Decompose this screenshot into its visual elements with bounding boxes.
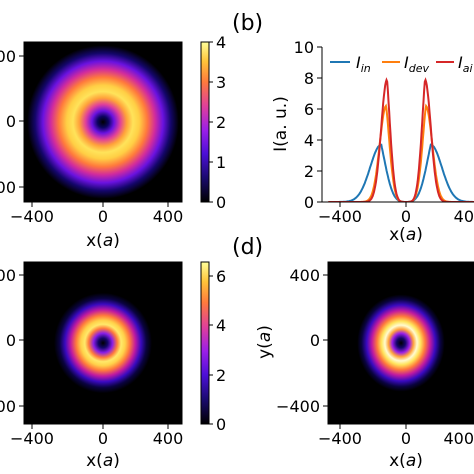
heatmap-d-ylabel: y(a) xyxy=(255,325,275,359)
heatmap-d-y-ticks: 400 0 −400 xyxy=(276,266,328,416)
line-b-legend: Iin Idev Iai xyxy=(330,53,473,75)
line-b-ylabel: I(a. u.) xyxy=(271,96,291,152)
line-b-series-group xyxy=(328,77,474,202)
colorbar-a-gradient xyxy=(201,42,209,202)
y-tick-label: −400 xyxy=(0,178,16,197)
x-tick-label: 400 xyxy=(443,429,474,448)
heatmap-a-image xyxy=(24,42,182,202)
legend-label-ai: Iai xyxy=(458,53,473,75)
x-tick-label: 0 xyxy=(98,429,108,448)
heatmap-c-y-ticks: 400 0 −400 xyxy=(0,266,24,416)
series-line-ai xyxy=(328,77,474,202)
y-tick-label: 10 xyxy=(294,38,314,57)
y-tick-label: 400 xyxy=(0,47,16,66)
colorbar-c: 6 4 2 0 xyxy=(200,261,226,434)
y-tick-label: −400 xyxy=(0,397,16,416)
y-tick-label: 8 xyxy=(304,69,314,88)
colorbar-tick-label: 3 xyxy=(216,73,226,92)
colorbar-c-frame xyxy=(200,261,210,425)
y-tick-label: 2 xyxy=(304,162,314,181)
y-tick-label: 0 xyxy=(6,112,16,131)
heatmap-a-y-ticks: 400 0 −400 xyxy=(0,47,24,197)
heatmap-d-xlabel: x(a) xyxy=(389,451,423,471)
heatmap-c-image xyxy=(24,262,182,424)
series-line-dev xyxy=(328,103,474,202)
panel-c: −400 0 400 400 0 −400 x(a) 6 4 2 0 xyxy=(0,261,226,471)
heatmap-a-xlabel: x(a) xyxy=(86,231,120,251)
heatmap-c-x-ticks: −400 0 400 xyxy=(10,424,183,448)
x-tick-label: 400 xyxy=(153,207,184,226)
panel-a: −400 0 400 400 0 −400 x(a) 4 3 2 1 0 xyxy=(0,33,226,251)
colorbar-tick-label: 0 xyxy=(216,415,226,434)
series-line-in xyxy=(328,143,474,202)
y-tick-label: 6 xyxy=(304,100,314,119)
colorbar-tick-label: 4 xyxy=(216,316,226,335)
panel-label-d: (d) xyxy=(232,235,263,260)
colorbar-tick-label: 4 xyxy=(216,33,226,52)
y-tick-label: 4 xyxy=(304,131,314,150)
line-b-y-ticks: 10 8 6 4 2 0 xyxy=(294,38,322,212)
line-b-xlabel: x(a) xyxy=(389,225,423,245)
y-tick-label: 0 xyxy=(304,193,314,212)
colorbar-tick-label: 0 xyxy=(216,193,226,212)
heatmap-c-xlabel: x(a) xyxy=(86,451,120,471)
heatmap-d-x-ticks: −400 0 400 xyxy=(318,424,474,448)
heatmap-d-image xyxy=(328,262,474,424)
y-tick-label: 400 xyxy=(0,266,16,285)
heatmap-d-frame xyxy=(327,261,474,425)
legend-label-dev: Idev xyxy=(404,53,429,75)
x-tick-label: 0 xyxy=(401,207,411,226)
x-tick-label: 40 xyxy=(454,207,474,226)
y-tick-label: 400 xyxy=(289,266,320,285)
heatmap-a-x-ticks: −400 0 400 xyxy=(10,202,183,226)
panel-b: (b) I(a. u.) 10 8 6 4 2 0 −400 0 40 x(a) xyxy=(232,11,474,245)
line-b-x-ticks: −400 0 40 xyxy=(318,202,474,226)
colorbar-tick-label: 1 xyxy=(216,153,226,172)
colorbar-c-gradient xyxy=(201,262,209,424)
y-tick-label: −400 xyxy=(276,397,320,416)
x-tick-label: −400 xyxy=(10,207,54,226)
y-tick-label: 0 xyxy=(6,331,16,350)
y-tick-label: 0 xyxy=(310,331,320,350)
x-tick-label: −400 xyxy=(318,207,362,226)
x-tick-label: −400 xyxy=(318,429,362,448)
colorbar-a: 4 3 2 1 0 xyxy=(200,33,226,212)
legend-label-in: Iin xyxy=(356,53,371,75)
x-tick-label: −400 xyxy=(10,429,54,448)
x-tick-label: 0 xyxy=(401,429,411,448)
panel-label-b: (b) xyxy=(232,11,263,36)
colorbar-tick-label: 2 xyxy=(216,366,226,385)
colorbar-tick-label: 6 xyxy=(216,267,226,286)
panel-d: (d) −400 0 400 400 0 −400 y(a) x(a) xyxy=(232,235,474,471)
x-tick-label: 0 xyxy=(98,207,108,226)
line-b-axes xyxy=(321,47,474,203)
x-tick-label: 400 xyxy=(153,429,184,448)
colorbar-tick-label: 2 xyxy=(216,113,226,132)
